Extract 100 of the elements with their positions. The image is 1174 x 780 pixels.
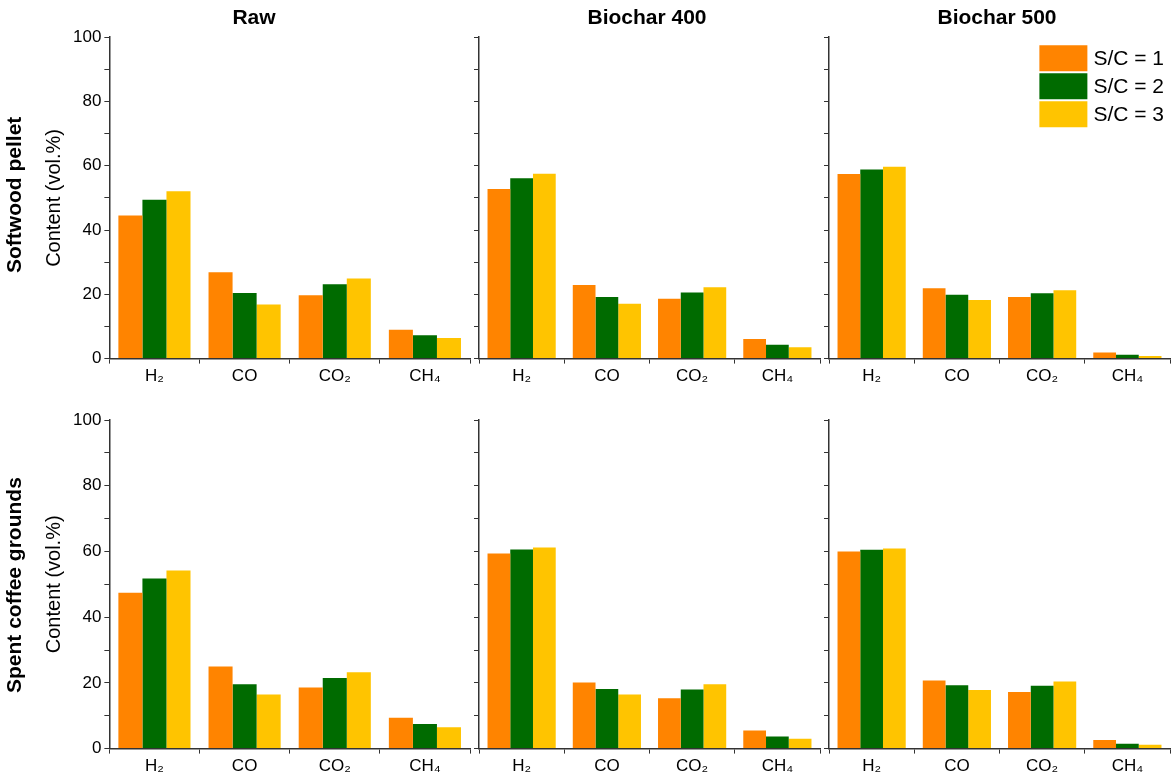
bar (837, 551, 861, 749)
y-tick-label: 100 (72, 26, 102, 46)
bar (572, 682, 596, 749)
y-tick-label: 100 (72, 409, 102, 429)
bar (346, 278, 371, 359)
bar (1138, 356, 1162, 359)
x-tick-label: CO₂ (676, 756, 709, 776)
y-tick-label: 20 (82, 672, 102, 692)
bar (510, 178, 533, 359)
bar (618, 694, 641, 749)
bar (232, 684, 257, 749)
bar (256, 304, 281, 359)
bar (412, 723, 437, 749)
x-tick-label: H₂ (862, 366, 882, 386)
bar (1093, 740, 1117, 749)
bar (1030, 293, 1054, 359)
bar (680, 292, 704, 359)
bar (882, 166, 906, 359)
bar (595, 689, 619, 749)
x-tick-label: CH₄ (409, 366, 441, 386)
bar (703, 684, 727, 749)
x-tick-label: CH₄ (1111, 366, 1144, 386)
bar (945, 294, 969, 359)
bar (1008, 296, 1031, 359)
bar (142, 199, 167, 359)
x-tick-label: CH₄ (1111, 756, 1144, 776)
x-tick-label: CH₄ (761, 366, 794, 386)
bar (743, 339, 767, 359)
bar (1053, 290, 1077, 359)
bar (487, 553, 511, 749)
bar (595, 296, 619, 359)
bar (882, 548, 906, 749)
y-tick-label: 0 (91, 348, 102, 368)
bar (922, 680, 946, 749)
bar (412, 335, 437, 359)
bar (232, 293, 257, 359)
bar (572, 285, 596, 359)
bar (743, 730, 767, 749)
bar (968, 300, 991, 359)
y-tick-label: 60 (82, 541, 102, 561)
bar (346, 672, 371, 749)
bar (532, 547, 556, 749)
x-tick-label: CO (594, 366, 620, 386)
y-axis-title: Content (vol.%) (41, 515, 64, 654)
x-tick-label: H₂ (145, 756, 164, 776)
bar (860, 169, 883, 359)
bar (322, 284, 347, 359)
x-tick-label: H₂ (512, 366, 532, 386)
bar (1008, 692, 1031, 749)
x-tick-label: H₂ (862, 756, 882, 776)
bar (968, 690, 991, 749)
bar (703, 287, 727, 359)
y-tick-label: 60 (82, 155, 102, 175)
bar (1053, 681, 1077, 749)
bar (298, 295, 323, 359)
bar (1116, 354, 1139, 359)
bar (680, 689, 704, 749)
bar (532, 173, 556, 359)
x-tick-label: CO (231, 366, 258, 386)
x-tick-label: CO₂ (318, 366, 351, 386)
bar (256, 694, 281, 749)
bar (118, 592, 143, 749)
bar (487, 188, 511, 359)
bar (1030, 685, 1054, 749)
bar (766, 736, 789, 749)
x-tick-label: CH₄ (409, 756, 441, 776)
x-tick-label: CO₂ (318, 756, 351, 776)
y-axis-title: Content (vol.%) (41, 128, 64, 267)
x-tick-label: CH₄ (761, 756, 794, 776)
y-tick-label: 80 (82, 91, 102, 111)
chart-title: Raw (232, 5, 277, 29)
bar (298, 687, 323, 749)
x-tick-label: CO₂ (1026, 756, 1059, 776)
x-tick-label: CO (231, 756, 258, 776)
x-tick-label: CO₂ (676, 366, 709, 386)
text: Spent coffee grounds (2, 476, 26, 695)
bar (388, 329, 413, 359)
bar (788, 738, 812, 749)
bar (166, 570, 191, 749)
legend-label: S/C = 2 (1093, 74, 1165, 97)
x-tick-label: CO₂ (1026, 366, 1059, 386)
bar (1116, 743, 1139, 749)
legend-label: S/C = 3 (1093, 102, 1165, 125)
x-tick-label: H₂ (512, 756, 532, 776)
bar (766, 344, 789, 359)
bar (208, 272, 233, 359)
text: Softwood pellet (2, 115, 26, 276)
y-tick-label: 0 (91, 738, 102, 758)
bar (658, 698, 681, 749)
bar (945, 685, 969, 749)
bar (510, 549, 533, 749)
bar (388, 717, 413, 749)
y-tick-label: 20 (82, 284, 102, 304)
y-tick-label: 40 (82, 606, 102, 626)
x-tick-label: CO (944, 366, 970, 386)
chart-title: Biochar 500 (937, 5, 1057, 29)
bar (436, 727, 461, 749)
bar (1093, 352, 1117, 359)
chart-title: Biochar 400 (587, 5, 707, 29)
x-tick-label: CO (944, 756, 970, 776)
